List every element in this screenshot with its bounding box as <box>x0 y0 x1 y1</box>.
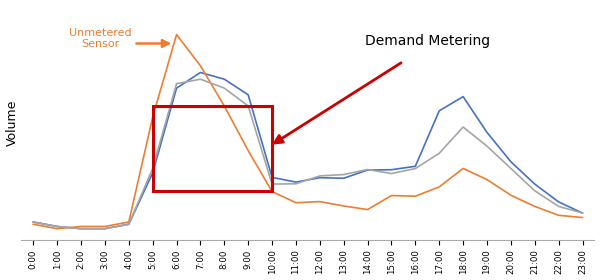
Bar <box>152 106 272 191</box>
Text: Unmetered
Sensor: Unmetered Sensor <box>69 28 131 50</box>
Text: Demand Metering: Demand Metering <box>365 34 490 48</box>
Y-axis label: Volume: Volume <box>5 99 19 146</box>
